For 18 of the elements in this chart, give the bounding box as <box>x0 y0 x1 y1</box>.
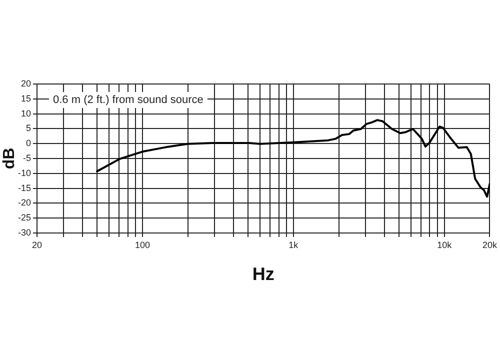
y-tick-label: -20 <box>18 198 31 208</box>
y-tick-label: 5 <box>26 123 31 134</box>
y-tick-label: -10 <box>18 168 31 178</box>
y-tick-label: -25 <box>18 212 31 223</box>
x-tick-label: 10k <box>437 240 452 250</box>
y-tick-label: -30 <box>18 227 31 238</box>
x-axis-title: Hz <box>252 264 274 284</box>
y-tick-label: 15 <box>20 93 31 104</box>
x-tick-label: 20k <box>482 240 498 250</box>
y-tick-label: 10 <box>20 108 31 118</box>
y-tick-label: -15 <box>18 182 31 193</box>
annotation: 0.6 m (2 ft.) from sound source <box>53 94 204 106</box>
y-tick-label: 20 <box>20 78 31 88</box>
y-axis-title: dB <box>1 148 18 170</box>
x-tick-label: 1k <box>288 240 299 250</box>
y-tick-label: -5 <box>22 152 31 163</box>
y-tick-label: 0 <box>26 138 31 148</box>
x-tick-label: 100 <box>134 240 150 250</box>
